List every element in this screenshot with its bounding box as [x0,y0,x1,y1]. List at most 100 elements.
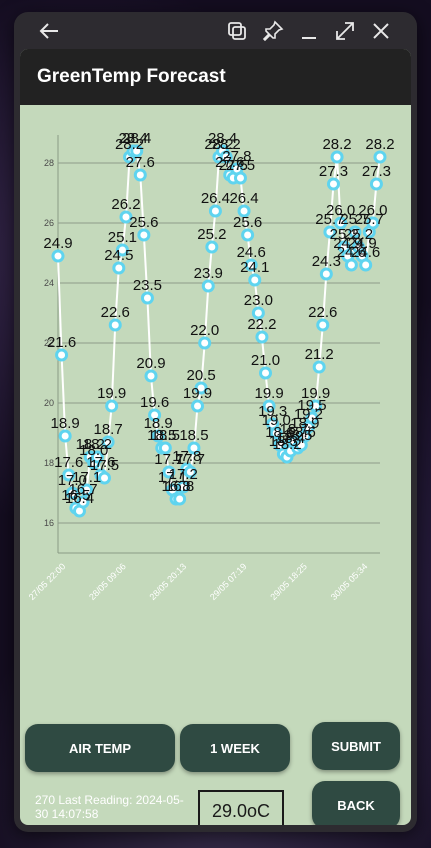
data-point [173,492,187,506]
close-icon[interactable] [370,20,392,42]
data-point [148,408,162,422]
data-point [62,468,76,482]
data-label: 16.4 [65,490,94,507]
data-label: 27.5 [226,157,255,174]
data-label: 16.5 [61,487,90,504]
data-label: 16.7 [68,481,97,498]
back-arrow-icon[interactable] [38,20,60,42]
temperature-chart: 16 18 20 22 24 26 28 27/05 22:00 28/05 09:06 28/0… [27,130,395,602]
data-point [244,258,258,272]
data-label: 26.4 [201,190,230,207]
data-label: 19.5 [297,397,326,414]
data-label: 18.5 [179,427,208,444]
data-label: 22.0 [190,322,219,339]
data-point [198,336,212,350]
data-label: 25.1 [108,229,137,246]
data-point [162,465,176,479]
data-point [140,291,154,305]
data-label: 16.8 [165,478,194,495]
data-point [176,480,190,494]
data-label: 27.6 [215,154,244,171]
data-label: 24.9 [333,235,362,252]
data-point [348,225,362,239]
data-point [316,318,330,332]
one-week-button[interactable]: 1 WEEK [180,724,290,772]
app-bar: GreenTemp Forecast [20,49,411,105]
data-label: 18.9 [144,415,173,432]
y-tick-label: 28 [44,158,54,168]
data-label: 24.1 [240,259,269,276]
data-point [112,261,126,275]
data-point [305,411,319,425]
data-point [251,306,265,320]
data-label: 28.2 [365,136,394,153]
data-label: 18.2 [76,436,105,453]
data-point [80,483,94,497]
data-point [269,426,283,440]
data-point [183,465,197,479]
data-label: 25.2 [330,226,359,243]
data-label: 17.1 [72,469,101,486]
air-temp-button[interactable]: AIR TEMP [25,724,175,772]
data-label: 25.2 [344,226,373,243]
data-label: 24.6 [337,244,366,261]
data-label: 22.2 [247,316,276,333]
data-label: 18.5 [283,427,312,444]
data-label: 26.0 [358,202,387,219]
y-tick-label: 26 [44,218,54,228]
data-label: 18.5 [147,427,176,444]
data-point [58,429,72,443]
x-tick-label: 30/05 05:34 [329,561,370,602]
data-label: 20.5 [187,367,216,384]
data-label: 18.3 [269,433,298,450]
data-point [76,495,90,509]
data-point [259,366,273,380]
back-button[interactable]: BACK [312,781,400,825]
window-titlebar [14,12,417,50]
data-point [373,150,387,164]
y-tick-label: 22 [44,338,54,348]
y-tick-label: 24 [44,278,54,288]
data-label: 20.9 [136,355,165,372]
data-label: 21.2 [305,346,334,363]
x-tick-label: 27/05 22:00 [27,561,68,602]
data-point [137,228,151,242]
data-label: 27.3 [319,163,348,180]
data-point [323,225,337,239]
y-tick-label: 20 [44,398,54,408]
pin-icon[interactable] [262,20,284,42]
data-label: 18.9 [290,415,319,432]
data-label: 25.7 [340,211,369,228]
data-label: 28.2 [212,136,241,153]
submit-button[interactable]: SUBMIT [312,722,400,770]
tab-switch-icon[interactable] [226,20,248,42]
data-label: 17.1 [158,469,187,486]
minimize-icon[interactable] [298,20,320,42]
data-label: 27.8 [222,148,251,165]
data-point [108,318,122,332]
data-label: 24.5 [104,247,133,264]
data-label: 19.0 [262,412,291,429]
data-label: 25.7 [355,211,384,228]
data-point [133,168,147,182]
data-point [191,399,205,413]
data-label: 17.7 [176,451,205,468]
data-point [309,399,323,413]
data-label: 18.6 [287,424,316,441]
maximize-icon[interactable] [334,20,356,42]
data-point [144,369,158,383]
data-point [255,330,269,344]
data-label: 24.6 [237,244,266,261]
data-label: 19.6 [140,394,169,411]
data-label: 24.9 [43,235,72,252]
data-label: 25.2 [197,226,226,243]
data-point [55,348,69,362]
data-label: 16.8 [161,478,190,495]
data-label: 23.0 [244,292,273,309]
data-label: 19.9 [301,385,330,402]
data-point [326,177,340,191]
data-label: 28.4 [119,130,148,147]
data-point [187,441,201,455]
data-label: 28.2 [115,136,144,153]
x-tick-label: 28/05 20:13 [148,561,189,602]
